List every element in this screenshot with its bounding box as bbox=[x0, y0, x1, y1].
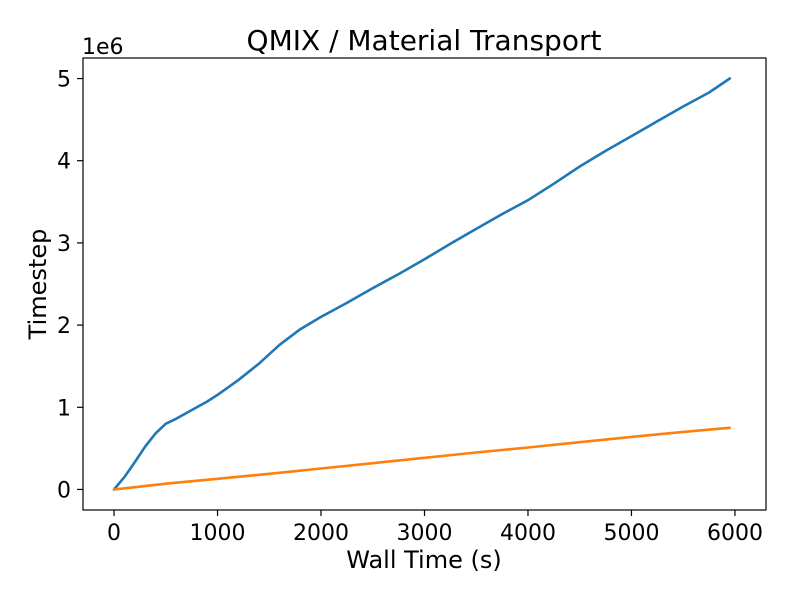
y-tick-label: 2 bbox=[57, 314, 71, 339]
series-lines bbox=[112, 77, 732, 491]
x-tick-label: 6000 bbox=[707, 521, 763, 546]
x-tick-label: 0 bbox=[107, 521, 121, 546]
y-offset-label: 1e6 bbox=[82, 35, 124, 60]
y-tick-label: 5 bbox=[57, 68, 71, 93]
y-tick-label: 1 bbox=[57, 396, 71, 421]
x-tick-label: 4000 bbox=[500, 521, 556, 546]
x-tick-label: 5000 bbox=[603, 521, 659, 546]
y-tick-label: 0 bbox=[57, 478, 71, 503]
y-axis-label: Timestep bbox=[24, 229, 52, 341]
x-axis: 0 1000 2000 3000 4000 5000 6000 bbox=[107, 510, 763, 546]
series-line-1 bbox=[112, 426, 732, 491]
y-tick-label: 3 bbox=[57, 232, 71, 257]
plot-frame bbox=[82, 57, 767, 511]
series-line-0 bbox=[112, 77, 732, 491]
y-axis: 0 1 2 3 4 5 bbox=[57, 68, 83, 503]
x-tick-label: 3000 bbox=[397, 521, 453, 546]
chart-title: QMIX / Material Transport bbox=[247, 24, 602, 57]
y-tick-label: 4 bbox=[57, 150, 71, 175]
x-axis-label: Wall Time (s) bbox=[346, 546, 501, 574]
x-tick-label: 1000 bbox=[190, 521, 246, 546]
x-tick-label: 2000 bbox=[293, 521, 349, 546]
